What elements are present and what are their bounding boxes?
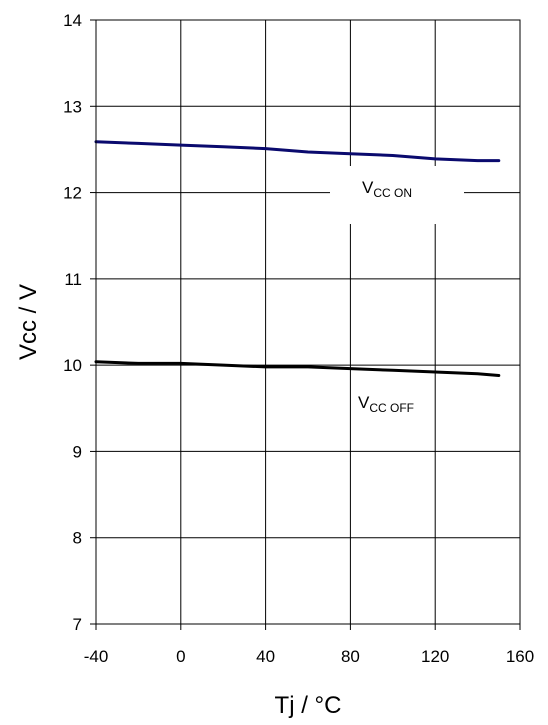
y-tick-label: 10: [63, 356, 82, 375]
vcc-on-label-main: V: [362, 178, 374, 197]
y-axis-title: Vcc / V: [15, 284, 42, 360]
x-tick-label: 40: [256, 647, 275, 666]
y-tick-label: 9: [73, 442, 82, 461]
x-tick-label: 80: [341, 647, 360, 666]
plot-frame: [95, 19, 521, 625]
vcc-on-label: VCC ON: [362, 178, 412, 200]
vcc-off-label-sub: CC OFF: [369, 401, 414, 415]
x-axis-ticks: -40 0 40 80 120 160: [84, 624, 534, 666]
series-line-on: [94, 140, 501, 163]
y-tick-label: 11: [64, 270, 82, 289]
vcc-off-label-main: V: [358, 393, 370, 412]
x-tick-label: -40: [84, 647, 109, 666]
y-tick-label: 7: [73, 615, 82, 634]
x-tick-label: 120: [421, 647, 449, 666]
series-group: [94, 140, 501, 377]
plot-area: [96, 20, 520, 624]
series-line-off: [94, 360, 501, 377]
vcc-on-label-mask: [330, 166, 464, 224]
y-tick-label: 8: [73, 529, 82, 548]
vcc-off-label: VCC OFF: [358, 393, 414, 415]
x-tick-label: 160: [506, 647, 534, 666]
x-axis-title: Tj / °C: [275, 692, 342, 719]
x-tick-label: 0: [176, 647, 185, 666]
y-axis-ticks: 7 8 9 10 11 12 13 14: [63, 11, 96, 634]
y-tick-label: 14: [63, 11, 82, 30]
y-tick-label: 12: [63, 184, 82, 203]
vcc-on-label-sub: CC ON: [373, 186, 412, 200]
y-tick-label: 13: [63, 97, 82, 116]
